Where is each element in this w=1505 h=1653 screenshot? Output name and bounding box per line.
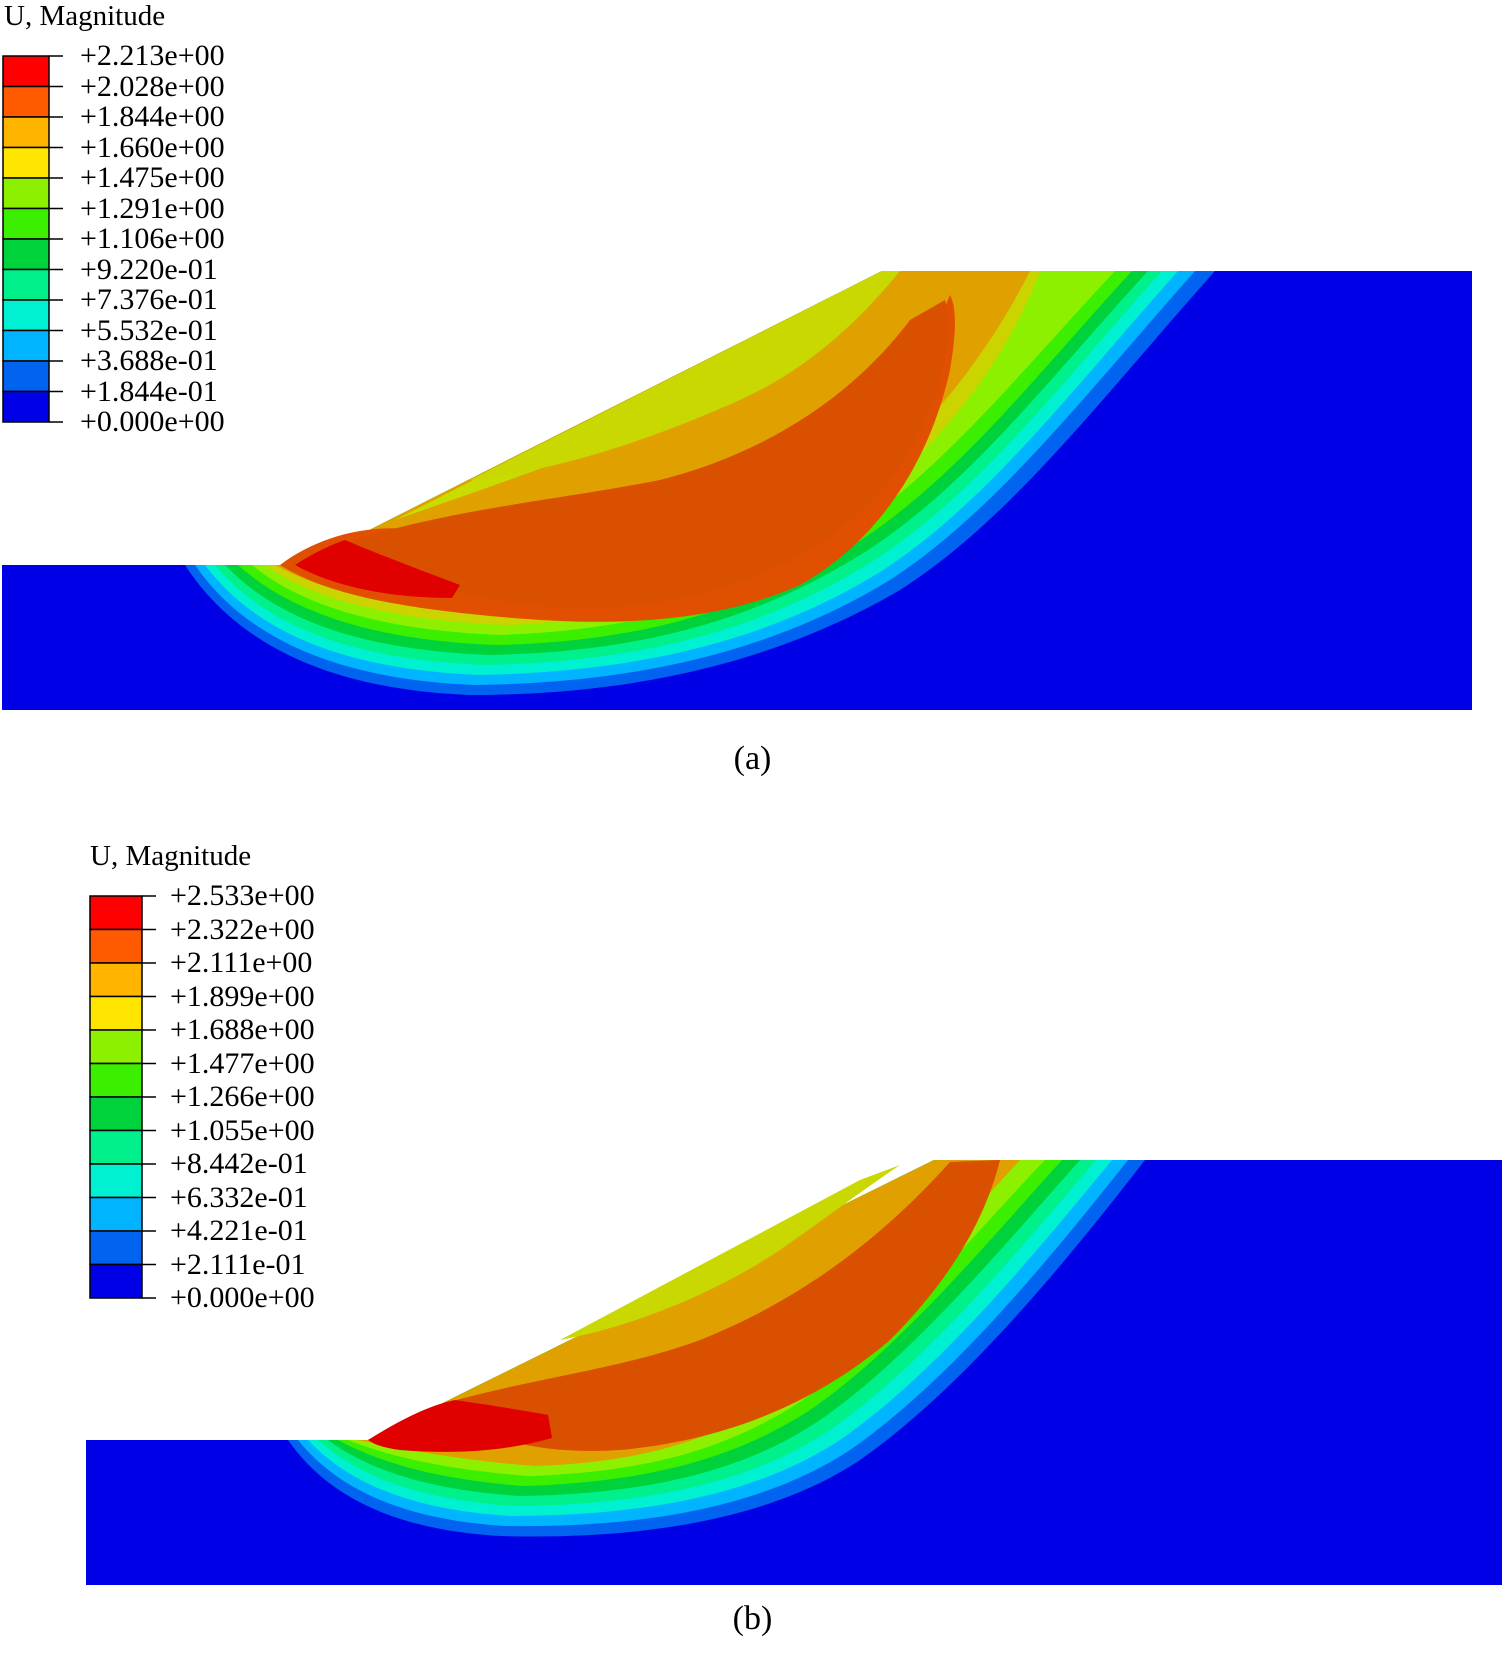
legend-value-label: +1.477e+00 (170, 1046, 315, 1080)
legend-swatch (2, 55, 50, 88)
legend-swatch (2, 268, 50, 301)
legend-swatch (2, 360, 50, 393)
legend-swatch (89, 1196, 143, 1232)
legend-swatch (2, 238, 50, 271)
panel-a: U, Magnitude +2.213e+00 +2.028e+00 +1.844e… (0, 0, 1505, 800)
legend-swatch (89, 1129, 143, 1165)
legend-value-label: +1.475e+00 (80, 161, 225, 194)
legend-value-label: +1.844e-01 (80, 374, 218, 408)
legend-value-label: +0.000e+00 (80, 405, 225, 438)
legend-value-label: +7.376e-01 (80, 283, 218, 316)
legend-swatch (2, 299, 50, 332)
legend-value-label: +2.322e+00 (170, 912, 315, 946)
legend-value-label: +2.111e-01 (170, 1247, 306, 1281)
legend-swatch (2, 85, 50, 118)
legend-swatch (89, 1062, 143, 1098)
legend-colorbar-b (89, 895, 156, 1299)
legend-swatch (89, 995, 143, 1031)
legend-title-b: U, Magnitude (90, 840, 252, 872)
legend-value-label: +1.291e+00 (80, 191, 225, 225)
legend-value-label: +4.221e-01 (170, 1214, 308, 1247)
legend-swatch (2, 177, 50, 210)
legend-value-label: +9.220e-01 (80, 252, 218, 286)
legend-swatch (89, 962, 143, 998)
legend-value-label: +1.660e+00 (80, 130, 225, 164)
legend-title-a: U, Magnitude (4, 0, 166, 32)
legend-swatch (2, 207, 50, 240)
panel-b: U, Magnitude +2.533e+00 +2.322e+00 +2.111e… (0, 840, 1505, 1653)
legend-value-label: +1.106e+00 (80, 222, 225, 255)
legend-value-label: +2.213e+00 (80, 39, 225, 72)
legend-swatch (89, 1230, 143, 1266)
legend-value-label: +3.688e-01 (80, 344, 218, 377)
legend-swatch (89, 1029, 143, 1065)
caption-a: (a) (733, 740, 772, 777)
legend-value-label: +0.000e+00 (170, 1281, 315, 1314)
legend-value-label: +1.266e+00 (170, 1080, 315, 1113)
band-a-peak (295, 540, 460, 598)
legend-value-label: +2.028e+00 (80, 69, 225, 103)
legend-value-label: +5.532e-01 (80, 313, 218, 347)
band-b-9 (440, 1160, 1000, 1451)
contour-plot-a (2, 271, 1472, 710)
legend-value-label: +1.899e+00 (170, 979, 315, 1013)
legend-swatch (89, 1263, 143, 1299)
legend-value-label: +1.688e+00 (170, 1013, 315, 1046)
legend-swatch (2, 329, 50, 362)
legend-swatch (2, 390, 50, 423)
legend-value-label: +2.533e+00 (170, 879, 315, 912)
legend-swatch (89, 1163, 143, 1199)
legend-value-label: +2.111e+00 (170, 946, 313, 979)
legend-swatch (2, 116, 50, 149)
band-b-upper (560, 1165, 900, 1340)
legend-value-label: +8.442e-01 (170, 1147, 308, 1180)
band-a-11 (340, 300, 949, 608)
legend-swatch (2, 146, 50, 179)
contour-plot-b (86, 1160, 1502, 1585)
legend-value-label: +6.332e-01 (170, 1180, 308, 1214)
band-b-peak (368, 1400, 552, 1452)
legend-swatch (89, 895, 143, 931)
legend-colorbar-a (2, 55, 63, 423)
legend-value-label: +1.844e+00 (80, 100, 225, 133)
legend-swatch (89, 928, 143, 964)
legend-swatch (89, 1096, 143, 1132)
caption-b: (b) (732, 1600, 773, 1637)
band-a-upper2 (470, 271, 900, 480)
legend-value-label: +1.055e+00 (170, 1113, 315, 1147)
